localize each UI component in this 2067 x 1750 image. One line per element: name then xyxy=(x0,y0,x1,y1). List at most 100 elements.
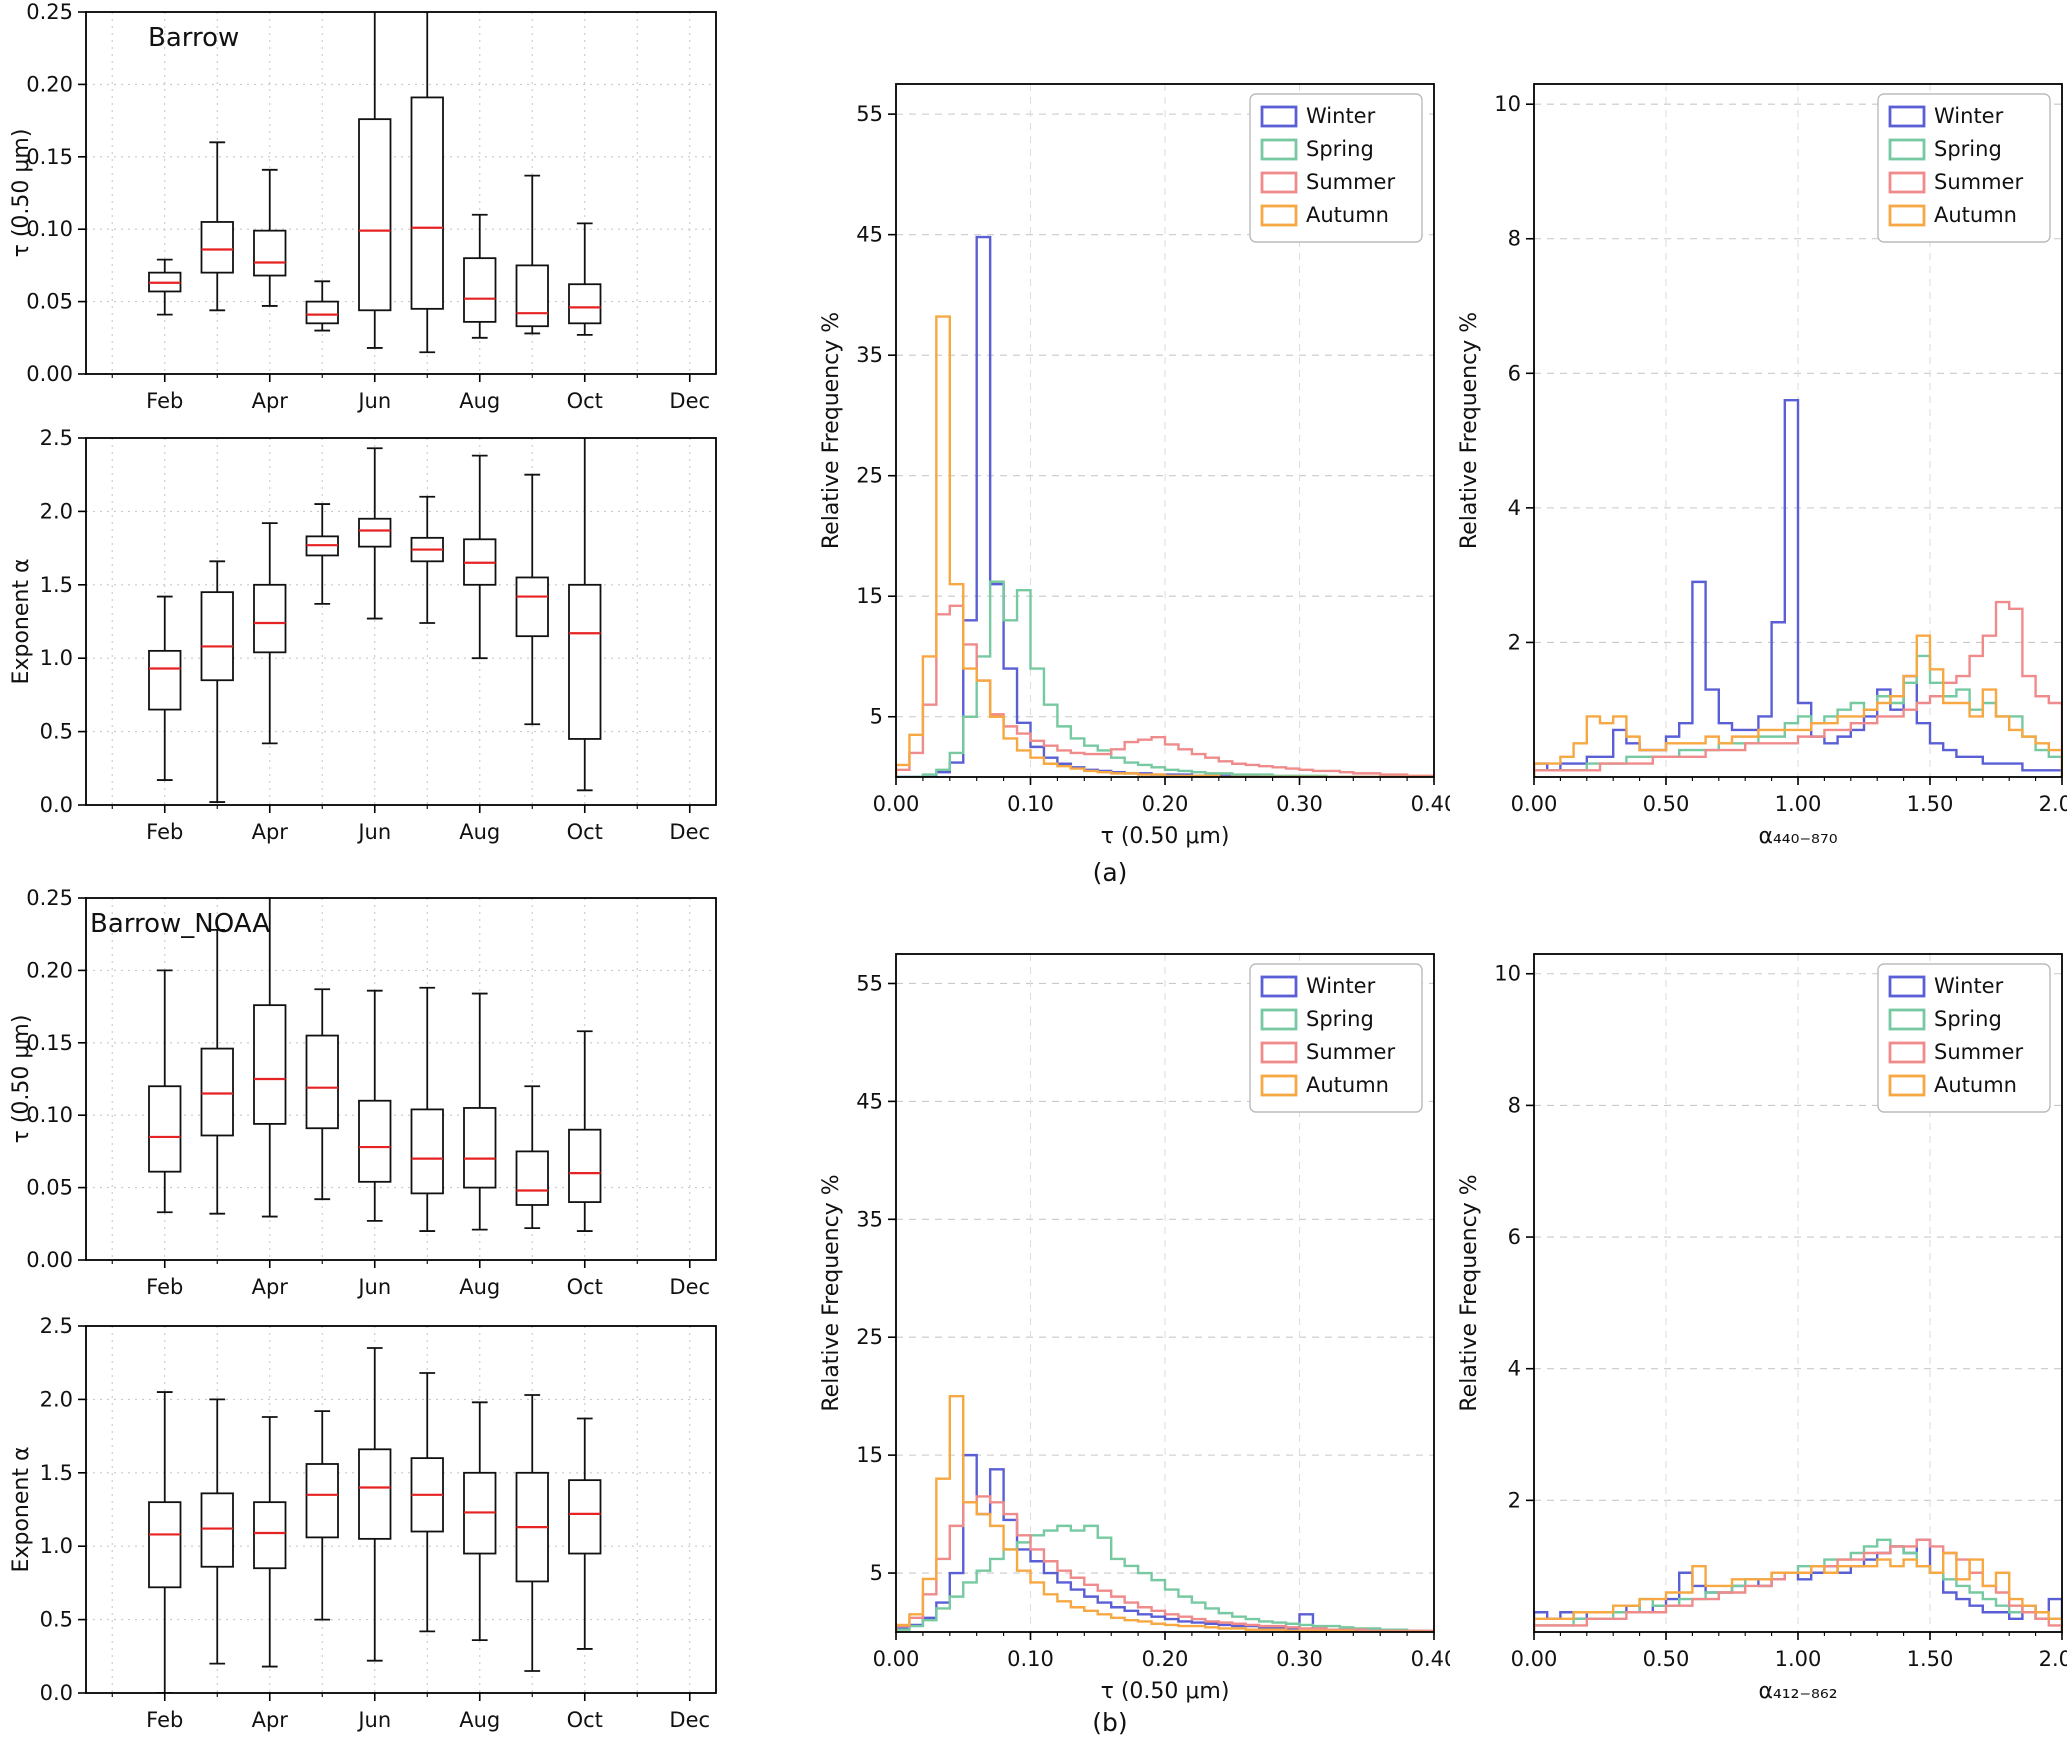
svg-text:0.00: 0.00 xyxy=(1511,1647,1558,1671)
svg-text:Aug: Aug xyxy=(459,1275,500,1299)
svg-text:0.40: 0.40 xyxy=(1411,792,1450,816)
svg-text:Exponent α: Exponent α xyxy=(9,559,34,685)
svg-text:2.0: 2.0 xyxy=(40,499,73,523)
svg-text:35: 35 xyxy=(856,343,883,367)
svg-text:0.00: 0.00 xyxy=(26,362,73,386)
svg-text:Summer: Summer xyxy=(1934,1040,2023,1064)
svg-text:Feb: Feb xyxy=(146,1708,183,1732)
svg-text:55: 55 xyxy=(856,971,883,995)
svg-text:Autumn: Autumn xyxy=(1306,203,1389,227)
svg-text:0.15: 0.15 xyxy=(26,1031,73,1055)
svg-text:Dec: Dec xyxy=(669,820,710,844)
noaa-tau-boxplot-panel: 0.00 0.05 0.10 0.15 0.20 0.25 Feb Apr Jun Aug Oct D… xyxy=(8,888,730,1308)
svg-text:0.50: 0.50 xyxy=(1643,792,1690,816)
box-noaa-alpha-svg: 0.0 0.5 1.0 1.5 2.0 2.5 Feb Apr Jun Aug Oct Dec Expo… xyxy=(9,1316,717,1732)
caption-b: (b) xyxy=(1092,1708,1128,1737)
svg-text:0.10: 0.10 xyxy=(1007,792,1054,816)
svg-text:Autumn: Autumn xyxy=(1306,1073,1389,1097)
svg-text:Spring: Spring xyxy=(1934,137,2002,161)
svg-text:τ (0.50 μm): τ (0.50 μm) xyxy=(9,1015,34,1144)
svg-text:2.5: 2.5 xyxy=(40,1316,73,1338)
svg-text:Jun: Jun xyxy=(356,389,391,413)
svg-text:Feb: Feb xyxy=(146,389,183,413)
svg-text:5: 5 xyxy=(870,705,883,729)
svg-text:0.30: 0.30 xyxy=(1276,1647,1323,1671)
svg-text:2.00: 2.00 xyxy=(2039,792,2067,816)
svg-text:2.5: 2.5 xyxy=(40,428,73,450)
svg-text:25: 25 xyxy=(856,1325,883,1349)
svg-text:45: 45 xyxy=(856,223,883,247)
svg-text:0.00: 0.00 xyxy=(873,1647,920,1671)
svg-text:0.25: 0.25 xyxy=(26,888,73,910)
svg-text:1.5: 1.5 xyxy=(40,1461,73,1485)
svg-text:6: 6 xyxy=(1508,1225,1521,1249)
svg-text:4: 4 xyxy=(1508,496,1521,520)
svg-text:Oct: Oct xyxy=(567,389,603,413)
svg-text:0.20: 0.20 xyxy=(26,72,73,96)
svg-text:55: 55 xyxy=(856,102,883,126)
svg-text:8: 8 xyxy=(1508,1093,1521,1117)
box-barrow-alpha-svg: 0.0 0.5 1.0 1.5 2.0 2.5 Feb Apr Jun Aug Oct Dec Expo… xyxy=(9,428,717,844)
svg-text:Autumn: Autumn xyxy=(1934,1073,2017,1097)
svg-text:0.10: 0.10 xyxy=(26,217,73,241)
svg-text:Autumn: Autumn xyxy=(1934,203,2017,227)
svg-text:Spring: Spring xyxy=(1934,1007,2002,1031)
svg-text:1.00: 1.00 xyxy=(1775,792,1822,816)
svg-text:Barrow: Barrow xyxy=(148,23,239,53)
svg-text:Dec: Dec xyxy=(669,389,710,413)
svg-text:Aug: Aug xyxy=(459,820,500,844)
svg-text:Winter: Winter xyxy=(1934,974,2004,998)
svg-text:Feb: Feb xyxy=(146,1275,183,1299)
svg-text:0.20: 0.20 xyxy=(26,958,73,982)
svg-text:0.25: 0.25 xyxy=(26,2,73,24)
svg-text:Oct: Oct xyxy=(567,1275,603,1299)
svg-text:1.0: 1.0 xyxy=(40,646,73,670)
svg-text:Apr: Apr xyxy=(252,820,289,844)
svg-text:0.00: 0.00 xyxy=(873,792,920,816)
svg-text:10: 10 xyxy=(1494,962,1521,986)
svg-text:0.20: 0.20 xyxy=(1142,1647,1189,1671)
tau-histogram-panel-a: 5 15 25 35 45 55 0.00 0.10 0.20 0.30 0.40 Relative … xyxy=(800,70,1450,855)
svg-text:Feb: Feb xyxy=(146,820,183,844)
svg-text:α₄₄₀₋₈₇₀: α₄₄₀₋₈₇₀ xyxy=(1758,824,1837,849)
svg-text:Apr: Apr xyxy=(252,1275,289,1299)
svg-text:1.50: 1.50 xyxy=(1907,1647,1954,1671)
svg-text:Winter: Winter xyxy=(1306,974,1376,998)
svg-text:2: 2 xyxy=(1508,1488,1521,1512)
svg-text:0.20: 0.20 xyxy=(1142,792,1189,816)
svg-text:0.0: 0.0 xyxy=(40,793,73,817)
barrow-alpha-boxplot-panel: 0.0 0.5 1.0 1.5 2.0 2.5 Feb Apr Jun Aug Oct Dec Expo… xyxy=(8,428,730,853)
svg-text:1.50: 1.50 xyxy=(1907,792,1954,816)
noaa-alpha-boxplot-panel: 0.0 0.5 1.0 1.5 2.0 2.5 Feb Apr Jun Aug Oct Dec Expo… xyxy=(8,1316,730,1741)
box-barrow-tau-svg: 0.00 0.05 0.10 0.15 0.20 0.25 Feb Apr Jun Aug Oct D… xyxy=(9,2,717,413)
svg-text:25: 25 xyxy=(856,464,883,488)
svg-text:τ (0.50 μm): τ (0.50 μm) xyxy=(1101,1679,1230,1704)
svg-text:4: 4 xyxy=(1508,1357,1521,1381)
hist-a-alpha-svg: 2 4 6 8 10 0.00 0.50 1.00 1.50 2.00 Relative Frequ… xyxy=(1457,83,2067,849)
svg-text:Summer: Summer xyxy=(1306,170,1395,194)
alpha-histogram-panel-a: 2 4 6 8 10 0.00 0.50 1.00 1.50 2.00 Relative Frequ… xyxy=(1438,70,2067,855)
svg-text:0.10: 0.10 xyxy=(1007,1647,1054,1671)
svg-text:0.0: 0.0 xyxy=(40,1681,73,1705)
svg-text:Spring: Spring xyxy=(1306,1007,1374,1031)
svg-text:Winter: Winter xyxy=(1934,104,2004,128)
svg-text:Jun: Jun xyxy=(356,1708,391,1732)
svg-text:15: 15 xyxy=(856,1443,883,1467)
hist-b-tau-svg: 5 15 25 35 45 55 0.00 0.10 0.20 0.30 0.40 Relative … xyxy=(819,953,1450,1704)
svg-text:Oct: Oct xyxy=(567,1708,603,1732)
svg-text:Exponent α: Exponent α xyxy=(9,1447,34,1573)
svg-text:2.0: 2.0 xyxy=(40,1387,73,1411)
svg-text:45: 45 xyxy=(856,1089,883,1113)
svg-text:1.5: 1.5 xyxy=(40,573,73,597)
svg-text:0.30: 0.30 xyxy=(1276,792,1323,816)
svg-text:15: 15 xyxy=(856,584,883,608)
svg-text:Winter: Winter xyxy=(1306,104,1376,128)
svg-text:0.05: 0.05 xyxy=(26,1176,73,1200)
svg-text:1.00: 1.00 xyxy=(1775,1647,1822,1671)
hist-a-tau-svg: 5 15 25 35 45 55 0.00 0.10 0.20 0.30 0.40 Relative … xyxy=(819,83,1450,849)
svg-text:Jun: Jun xyxy=(356,1275,391,1299)
svg-text:8: 8 xyxy=(1508,227,1521,251)
svg-text:τ (0.50 μm): τ (0.50 μm) xyxy=(9,129,34,258)
svg-text:Aug: Aug xyxy=(459,1708,500,1732)
